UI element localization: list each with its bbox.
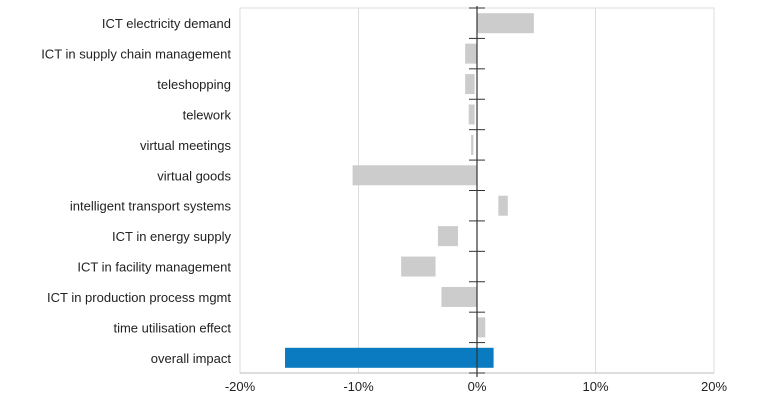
bar <box>465 74 475 95</box>
axes <box>240 6 714 377</box>
category-label: ICT in energy supply <box>112 229 231 244</box>
bar <box>471 134 474 155</box>
category-label: overall impact <box>151 351 232 366</box>
x-tick-labels: -20% -10% 0% 10% 20% <box>225 379 728 394</box>
category-label: virtual meetings <box>140 138 232 153</box>
category-label: ICT in production process mgmt <box>47 290 231 305</box>
category-label: time utilisation effect <box>113 320 231 335</box>
bar <box>477 317 486 338</box>
bar <box>477 13 534 34</box>
bar <box>352 165 477 186</box>
bar <box>401 256 436 277</box>
category-label: ICT in supply chain management <box>41 47 231 62</box>
x-tick-label: -20% <box>225 379 256 394</box>
bar <box>498 195 508 216</box>
category-label: ICT electricity demand <box>102 16 231 31</box>
bar <box>441 286 477 307</box>
bar <box>465 43 477 64</box>
bars <box>285 13 534 368</box>
x-tick-label: 10% <box>582 379 608 394</box>
bar <box>285 347 494 368</box>
category-label: telework <box>183 107 232 122</box>
category-label: teleshopping <box>157 77 231 92</box>
category-label: ICT in facility management <box>77 260 231 275</box>
x-tick-label: 20% <box>701 379 727 394</box>
category-labels: ICT electricity demand ICT in supply chai… <box>41 16 231 366</box>
category-label: intelligent transport systems <box>70 199 232 214</box>
bar <box>468 104 475 125</box>
x-tick-label: -10% <box>343 379 374 394</box>
bar <box>437 226 459 247</box>
x-tick-label: 0% <box>468 379 487 394</box>
category-label: virtual goods <box>157 168 231 183</box>
